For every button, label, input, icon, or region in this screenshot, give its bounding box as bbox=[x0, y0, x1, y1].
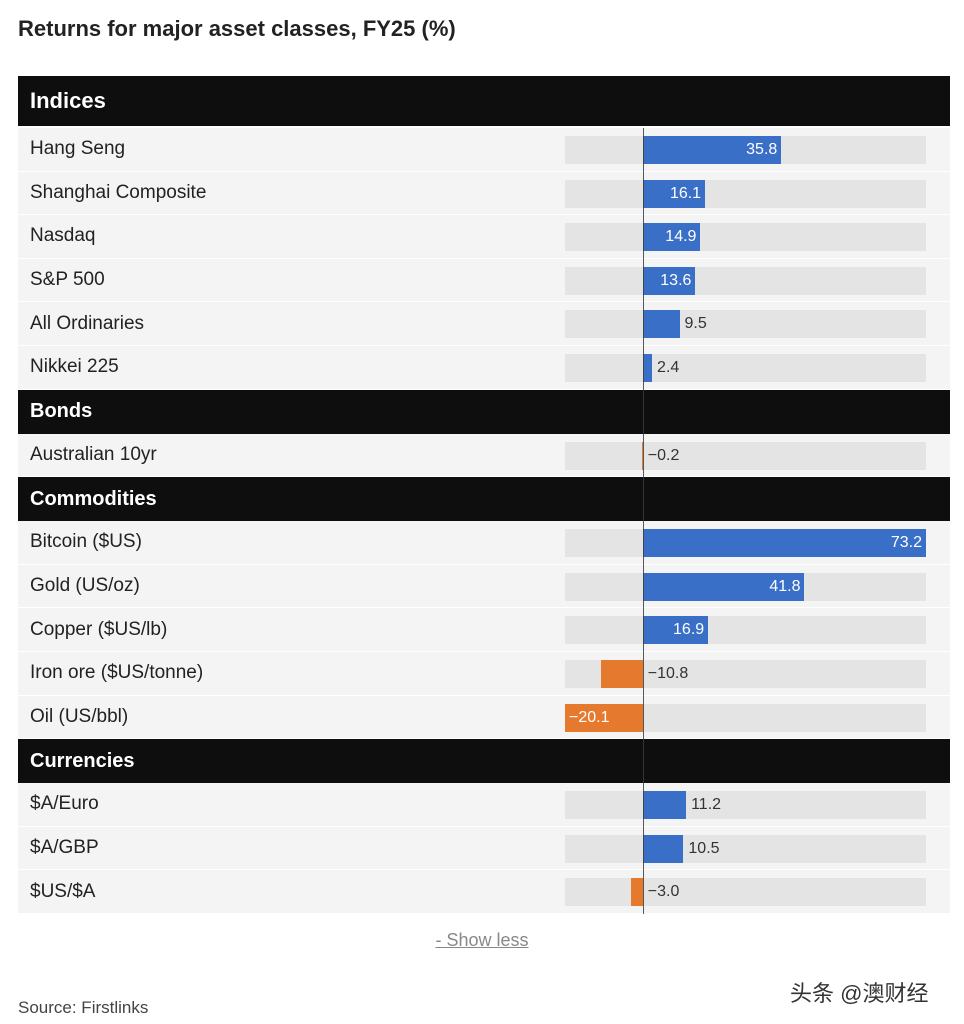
data-label: 16.9 bbox=[673, 621, 705, 639]
row-label: Shanghai Composite bbox=[30, 181, 207, 203]
zero-axis-line bbox=[642, 128, 644, 914]
group-header: Indices bbox=[18, 76, 950, 128]
data-label: 13.6 bbox=[660, 271, 692, 289]
data-label: 11.2 bbox=[691, 796, 722, 814]
row-label: All Ordinaries bbox=[30, 312, 145, 334]
table-row: $A/Euro 11.2 bbox=[18, 783, 950, 827]
bar bbox=[642, 179, 706, 208]
data-label: −10.8 bbox=[647, 664, 689, 682]
table-row: Gold (US/oz) 41.8 bbox=[18, 564, 950, 609]
data-label: 41.8 bbox=[769, 577, 801, 595]
bar bbox=[642, 572, 805, 601]
bar-track: 35.8 bbox=[565, 136, 926, 164]
data-label: −0.2 bbox=[647, 446, 680, 464]
bar bbox=[642, 616, 709, 645]
row-label: Oil (US/bbl) bbox=[30, 705, 129, 727]
data-label: 35.8 bbox=[746, 141, 778, 158]
table-row: Bitcoin ($US) 73.2 bbox=[18, 521, 950, 565]
table-row: Australian 10yr −0.2 bbox=[18, 433, 950, 478]
bar bbox=[600, 659, 643, 688]
row-label: Bitcoin ($US) bbox=[30, 531, 142, 553]
bar bbox=[642, 353, 653, 382]
bar-track: 10.5 bbox=[565, 834, 926, 863]
bar-track: 2.4 bbox=[565, 353, 926, 382]
data-label: −20.1 bbox=[569, 708, 610, 726]
bar-track: −3.0 bbox=[565, 878, 926, 907]
data-label: 14.9 bbox=[665, 228, 697, 246]
bar bbox=[631, 878, 643, 907]
bar bbox=[641, 441, 644, 470]
row-label: $A/GBP bbox=[30, 837, 99, 859]
row-label: Hang Seng bbox=[30, 138, 126, 160]
data-label: 73.2 bbox=[890, 534, 922, 552]
table-row: Hang Seng 35.8 bbox=[18, 128, 950, 172]
bar-track: 73.2 bbox=[565, 529, 926, 558]
table-row: Nikkei 225 2.4 bbox=[18, 345, 950, 390]
bar bbox=[642, 310, 680, 339]
bar bbox=[565, 703, 643, 732]
show-less-link[interactable]: - Show less bbox=[435, 930, 529, 950]
row-label: $US/$A bbox=[30, 880, 96, 902]
watermark: 头条 @澳财经 bbox=[790, 981, 929, 1006]
bar bbox=[642, 529, 926, 558]
row-label: S&P 500 bbox=[30, 269, 105, 291]
table-row: Copper ($US/lb) 16.9 bbox=[18, 608, 950, 652]
bar-track: −20.1 bbox=[565, 703, 926, 732]
table-row: Iron ore ($US/tonne) −10.8 bbox=[18, 651, 950, 696]
bar bbox=[642, 266, 696, 295]
bar-track: −0.2 bbox=[565, 441, 926, 470]
group-header: Commodities bbox=[18, 477, 950, 522]
table-row: $A/GBP 10.5 bbox=[18, 826, 950, 871]
table-row: Oil (US/bbl) −20.1 bbox=[18, 695, 950, 740]
data-label: 16.1 bbox=[669, 184, 702, 202]
bar-track: 11.2 bbox=[565, 791, 926, 820]
bar bbox=[642, 136, 782, 164]
returns-table: Indices Hang Seng 35.8 Shanghai Composite 16… bbox=[18, 76, 950, 914]
table-row: $US/$A −3.0 bbox=[18, 870, 950, 914]
row-label: Nasdaq bbox=[30, 225, 96, 247]
row-label: $A/Euro bbox=[30, 793, 99, 815]
data-label: 2.4 bbox=[657, 358, 680, 376]
bar-track: 41.8 bbox=[565, 572, 926, 601]
bar-track: 16.9 bbox=[565, 616, 926, 645]
data-label: −3.0 bbox=[647, 883, 680, 901]
chart-title: Returns for major asset classes, FY25 (%… bbox=[18, 16, 456, 41]
row-label: Australian 10yr bbox=[30, 443, 157, 465]
group-header: Bonds bbox=[18, 389, 950, 434]
bar bbox=[642, 791, 687, 820]
bar-track: 13.6 bbox=[565, 266, 926, 295]
row-label: Gold (US/oz) bbox=[30, 575, 140, 597]
row-label: Copper ($US/lb) bbox=[30, 618, 168, 640]
table-row: All Ordinaries 9.5 bbox=[18, 302, 950, 346]
table-row: Nasdaq 14.9 bbox=[18, 215, 950, 259]
bar-track: 16.1 bbox=[565, 179, 926, 208]
group-header: Currencies bbox=[18, 739, 950, 784]
bar bbox=[642, 834, 684, 863]
data-label: 9.5 bbox=[684, 315, 707, 333]
row-label: Nikkei 225 bbox=[30, 356, 119, 378]
bar bbox=[642, 223, 701, 252]
source-note: Source: Firstlinks bbox=[18, 998, 149, 1017]
table-row: S&P 500 13.6 bbox=[18, 258, 950, 303]
data-label: 10.5 bbox=[688, 839, 720, 857]
bar-track: 9.5 bbox=[565, 310, 926, 339]
row-label: Iron ore ($US/tonne) bbox=[30, 662, 204, 684]
table-row: Shanghai Composite 16.1 bbox=[18, 171, 950, 216]
bar-track: 14.9 bbox=[565, 223, 926, 252]
bar-track: −10.8 bbox=[565, 659, 926, 688]
